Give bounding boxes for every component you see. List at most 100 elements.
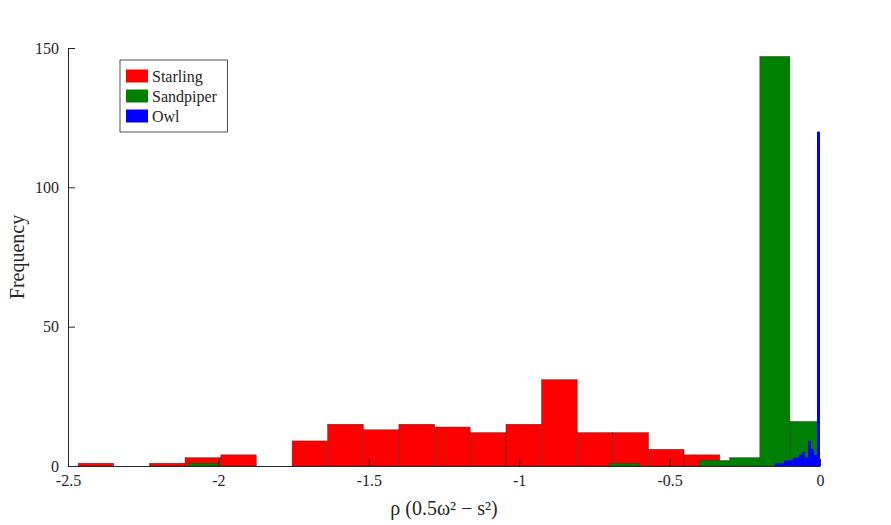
- histogram-bar: [435, 427, 470, 466]
- histogram-bar: [363, 430, 398, 466]
- legend-swatch: [126, 70, 148, 83]
- y-tick-label: 0: [51, 458, 59, 475]
- histogram-bar: [549, 466, 579, 467]
- plot-area: [78, 56, 820, 466]
- histogram-bar: [328, 424, 364, 466]
- y-tick-mark: [68, 48, 75, 49]
- histogram-bar: [256, 466, 292, 467]
- x-tick: 0: [817, 459, 825, 489]
- y-tick: 100: [35, 179, 75, 196]
- histogram-bar: [760, 56, 790, 466]
- series-1: [188, 56, 820, 466]
- x-tick-label: -2.5: [56, 472, 81, 489]
- x-tick-label: -1.5: [357, 472, 382, 489]
- y-axis-line: [68, 49, 69, 467]
- histogram-bar: [790, 460, 793, 466]
- x-tick-mark: [218, 459, 219, 466]
- histogram-bar: [279, 466, 309, 467]
- histogram-bar: [541, 380, 577, 466]
- histogram-bar: [489, 466, 519, 467]
- histogram-bar: [613, 433, 649, 466]
- histogram-bar: [577, 433, 612, 466]
- histogram-bar: [811, 449, 814, 466]
- legend: Starling Sandpiper Owl: [120, 60, 228, 132]
- histogram-bar: [796, 458, 799, 466]
- y-tick-label: 100: [35, 179, 59, 196]
- x-tick: -0.5: [657, 459, 682, 489]
- histogram-bar: [579, 466, 609, 467]
- histogram-bar: [150, 463, 185, 466]
- histogram-bar: [459, 466, 489, 467]
- histogram-bar: [399, 424, 435, 466]
- histogram-bar: [429, 466, 459, 467]
- y-tick: 0: [51, 458, 75, 475]
- histogram-bar: [700, 460, 730, 466]
- x-tick-mark: [820, 459, 821, 466]
- histogram-bar: [470, 433, 506, 466]
- x-axis: -2.5 -2 -1.5 -1 -0.5 0: [56, 459, 825, 489]
- x-tick-label: 0: [817, 472, 825, 489]
- x-axis-line: [69, 466, 821, 467]
- y-tick: 150: [35, 40, 75, 57]
- legend-box: [120, 60, 228, 132]
- histogram-bar: [790, 421, 820, 466]
- legend-item: Owl: [126, 108, 180, 125]
- x-tick-mark: [369, 459, 370, 466]
- legend-swatch: [126, 110, 148, 123]
- legend-items: Starling Sandpiper Owl: [126, 68, 218, 125]
- histogram-bar: [78, 463, 113, 466]
- histogram-bar: [802, 452, 805, 466]
- x-tick: -2: [212, 459, 225, 489]
- histogram-bar: [793, 458, 796, 466]
- y-tick-label: 150: [35, 40, 59, 57]
- histogram-bar: [248, 466, 278, 467]
- histogram-bar: [640, 466, 670, 467]
- series-2: [775, 132, 820, 466]
- histogram-bar: [218, 466, 248, 467]
- legend-label: Owl: [152, 108, 180, 125]
- y-tick-mark: [68, 327, 75, 328]
- histogram-bar: [784, 460, 787, 466]
- histogram-bar: [670, 466, 700, 467]
- histogram-bar: [808, 441, 811, 466]
- histogram-bar: [730, 458, 760, 466]
- x-tick-mark: [519, 459, 520, 466]
- histogram-bar: [506, 424, 541, 466]
- histogram-bar: [775, 463, 778, 466]
- series-0: [78, 380, 720, 466]
- x-tick-mark: [670, 459, 671, 466]
- histogram-bar: [339, 466, 369, 467]
- legend-item: Sandpiper: [126, 88, 218, 106]
- y-axis-title: Frequency: [6, 215, 29, 299]
- legend-label: Sandpiper: [152, 88, 218, 106]
- x-tick: -1.5: [357, 459, 382, 489]
- histogram-bar: [778, 463, 781, 466]
- histogram-bar: [114, 466, 150, 467]
- histogram-bar: [519, 466, 549, 467]
- y-axis: 0 50 100 150: [35, 40, 75, 475]
- x-tick-label: -0.5: [657, 472, 682, 489]
- y-tick-label: 50: [43, 318, 59, 335]
- histogram-bar: [609, 463, 639, 466]
- legend-item: Starling: [126, 68, 203, 86]
- histogram-bar: [188, 463, 218, 466]
- histogram-bar: [649, 449, 684, 466]
- legend-label: Starling: [152, 68, 203, 86]
- histogram-bar: [185, 458, 221, 466]
- legend-swatch: [126, 90, 148, 103]
- histogram-bar: [814, 455, 817, 466]
- histogram-bar: [805, 458, 808, 466]
- histogram-bar: [369, 466, 399, 467]
- histogram-bar: [799, 455, 802, 466]
- y-tick: 50: [43, 318, 75, 335]
- histogram-bar: [158, 466, 188, 467]
- histogram-bar: [309, 466, 339, 467]
- x-axis-title: ρ (0.5ω² − s²): [390, 497, 498, 520]
- y-tick-mark: [68, 187, 75, 188]
- histogram-bar: [817, 132, 820, 466]
- histogram-bar: [781, 463, 784, 466]
- y-tick-mark: [68, 466, 75, 467]
- histogram-bar: [292, 441, 327, 466]
- x-tick: -1: [513, 459, 526, 489]
- chart: -2.5 -2 -1.5 -1 -0.5 0 0 50 100 150 ρ (0.5ω² − s²)…: [0, 0, 891, 525]
